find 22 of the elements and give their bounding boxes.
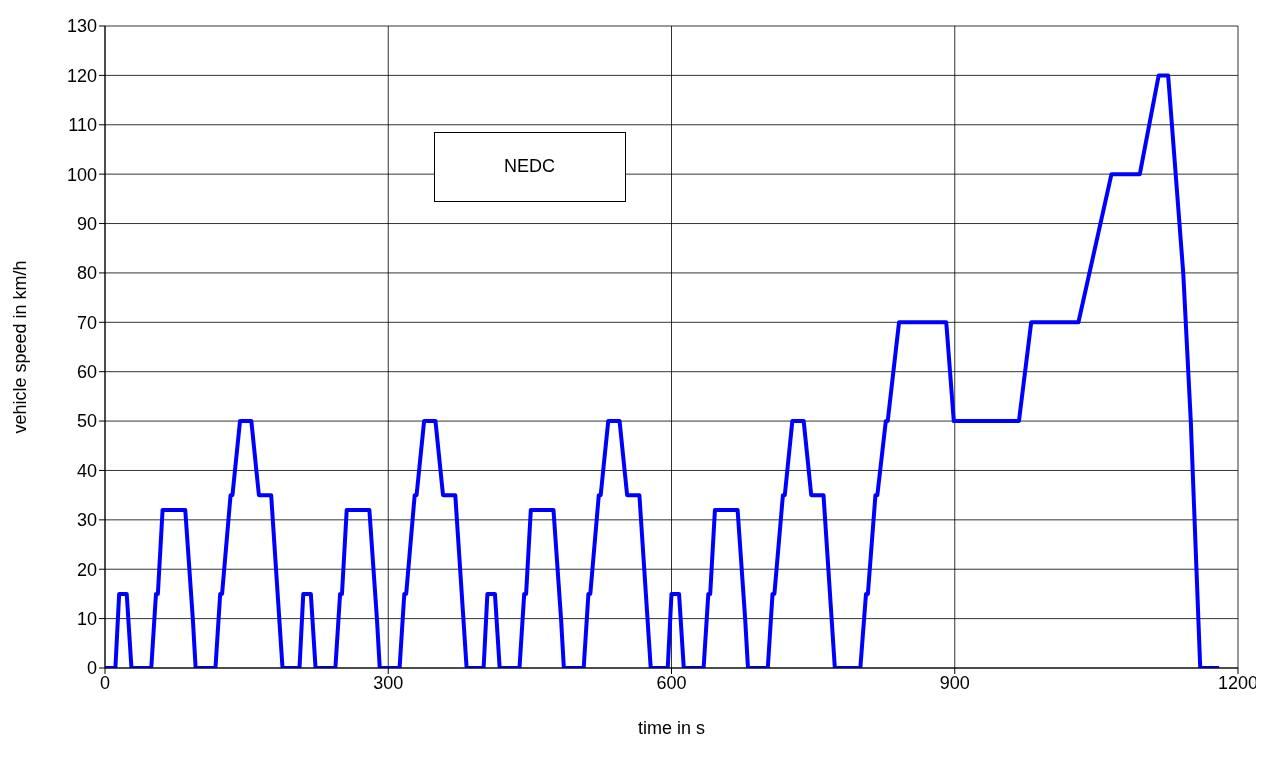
- x-tick-label: 600: [656, 672, 687, 693]
- y-tick-label: 0: [86, 658, 97, 679]
- y-tick-label: 10: [76, 609, 97, 630]
- y-tick-label: 40: [76, 460, 97, 481]
- y-tick-label: 50: [76, 411, 97, 432]
- x-tick-label: 300: [373, 672, 404, 693]
- y-tick-label: 80: [76, 263, 97, 284]
- x-tick-label: 900: [939, 672, 970, 693]
- y-tick-label: 90: [76, 213, 97, 234]
- y-tick-label: 30: [76, 510, 97, 531]
- note-frame: NEDC: [433, 131, 626, 202]
- y-tick-label: 100: [66, 164, 97, 185]
- y-axis-title: vehicle speed in km/h: [10, 260, 31, 434]
- y-tick-label: 120: [66, 65, 97, 86]
- x-axis-title: time in s: [637, 718, 706, 738]
- y-tick-label: 130: [66, 16, 97, 37]
- y-tick-label: 110: [68, 115, 97, 136]
- y-tick-label: 60: [76, 362, 97, 383]
- x-tick-label: 0: [99, 672, 111, 693]
- y-tick-label: 20: [76, 559, 97, 580]
- y-tick-label: 70: [76, 312, 97, 333]
- line-series: [105, 73, 1222, 668]
